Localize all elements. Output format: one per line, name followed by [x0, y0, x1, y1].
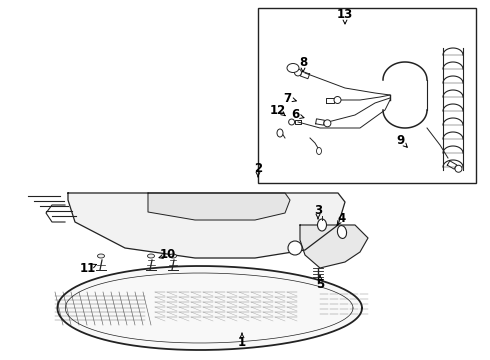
Text: 9: 9 [396, 134, 404, 147]
Ellipse shape [318, 219, 326, 231]
Polygon shape [148, 193, 290, 220]
Ellipse shape [287, 63, 299, 72]
Ellipse shape [317, 148, 321, 154]
Polygon shape [57, 266, 362, 350]
Circle shape [324, 120, 331, 127]
Circle shape [334, 96, 341, 104]
Circle shape [294, 69, 301, 76]
Text: 5: 5 [316, 279, 324, 292]
Ellipse shape [170, 254, 176, 258]
Circle shape [455, 165, 462, 172]
Polygon shape [300, 225, 368, 268]
Text: 12: 12 [270, 104, 286, 117]
Ellipse shape [338, 226, 346, 238]
Ellipse shape [147, 254, 154, 258]
Text: 2: 2 [254, 162, 262, 175]
Circle shape [288, 241, 302, 255]
Text: 1: 1 [238, 336, 246, 348]
Text: 11: 11 [80, 261, 96, 274]
Text: 3: 3 [314, 203, 322, 216]
Polygon shape [68, 193, 345, 258]
Ellipse shape [98, 254, 104, 258]
Ellipse shape [277, 129, 283, 137]
Bar [258, 8, 476, 183]
Text: 8: 8 [299, 55, 307, 68]
Text: 10: 10 [160, 248, 176, 261]
Text: 4: 4 [338, 211, 346, 225]
Text: 13: 13 [337, 8, 353, 21]
Circle shape [289, 119, 294, 125]
Text: 7: 7 [283, 91, 291, 104]
Text: 6: 6 [291, 108, 299, 122]
